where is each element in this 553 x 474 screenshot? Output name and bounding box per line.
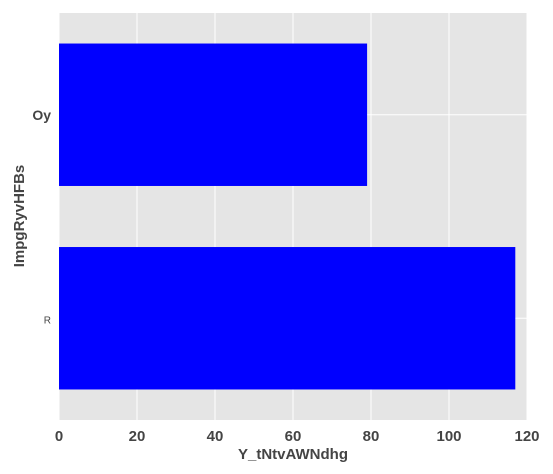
x-tick-label: 0 <box>55 428 63 445</box>
y-axis-ticks: Oy R <box>32 107 51 327</box>
x-tick-label: 120 <box>514 428 539 445</box>
bars <box>59 43 516 390</box>
x-axis-title: Y_tNtvAWNdhg <box>238 446 348 463</box>
y-axis-title: ImpgRyvHFBs <box>11 165 28 268</box>
x-tick-label: 20 <box>129 428 146 445</box>
x-tick-label: 40 <box>207 428 224 445</box>
x-tick-label: 100 <box>436 428 461 445</box>
x-tick-label: 80 <box>363 428 380 445</box>
bar-r <box>59 247 516 390</box>
y-tick-label: Oy <box>32 107 51 123</box>
x-axis-ticks: 0 20 40 60 80 100 120 <box>55 428 540 445</box>
x-tick-label: 60 <box>285 428 302 445</box>
y-tick-label: R <box>44 315 51 326</box>
bar-oy <box>59 43 368 186</box>
